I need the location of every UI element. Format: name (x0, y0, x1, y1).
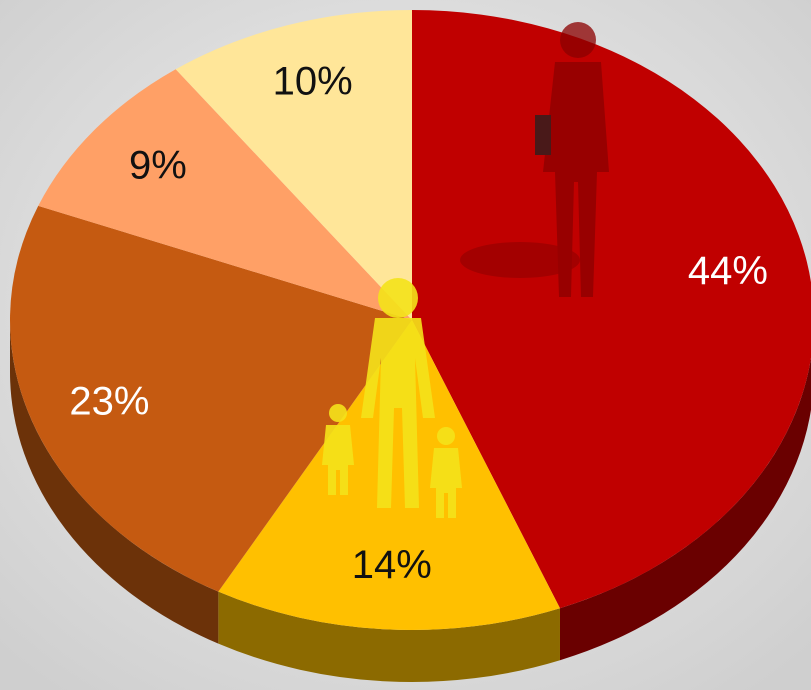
family-icon (322, 278, 462, 518)
pie-slice (38, 69, 412, 320)
slice-label: 14% (352, 543, 432, 587)
pie-side (10, 320, 219, 644)
pie (10, 10, 811, 682)
pie-slice (10, 205, 412, 592)
slice-label: 44% (688, 249, 768, 293)
pie-slice (412, 10, 811, 609)
slice-label: 10% (273, 60, 353, 104)
pie-side (559, 357, 811, 661)
icons (322, 22, 609, 518)
slice-label: 23% (69, 380, 149, 424)
man-icon (460, 22, 609, 297)
pie-side (218, 591, 560, 682)
slice-label: 9% (129, 144, 187, 188)
pie-slice (175, 10, 412, 320)
